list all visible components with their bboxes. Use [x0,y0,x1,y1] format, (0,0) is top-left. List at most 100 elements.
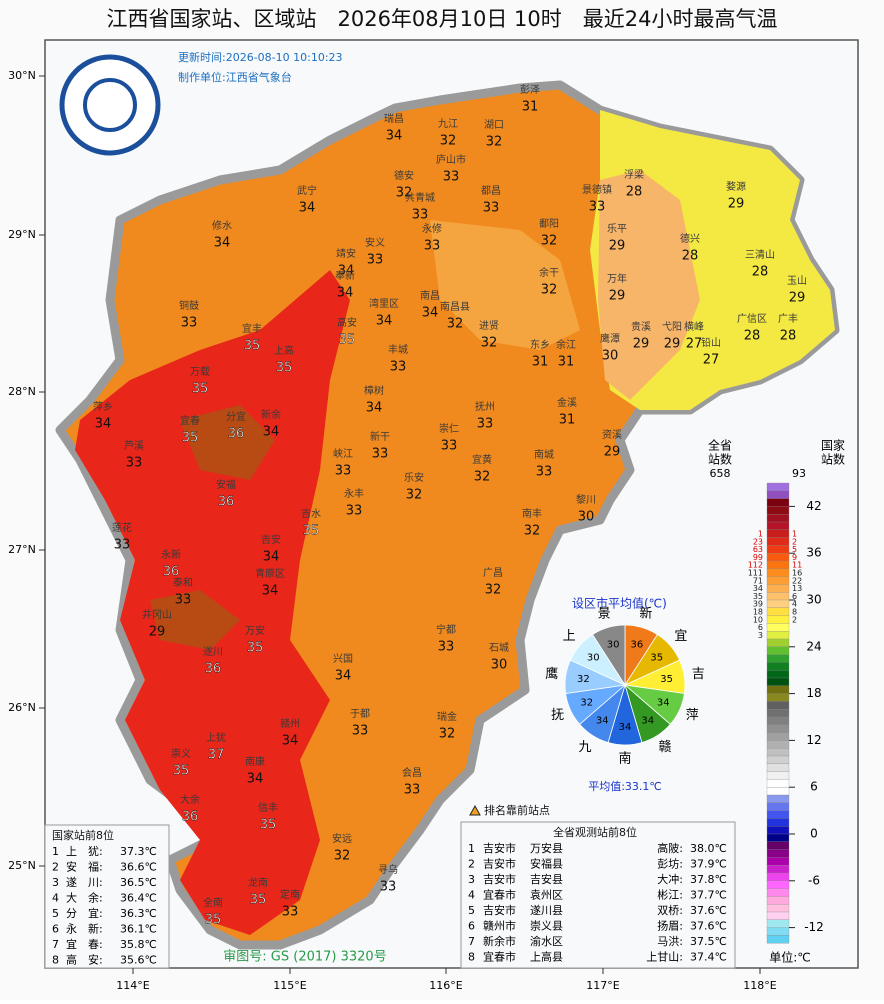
station-value: 33 [175,593,192,608]
station-name: 芦溪 [124,440,144,452]
province-rank-cell: 宜春市 [483,888,516,902]
colorbar-cell [766,787,790,796]
warm-area [598,170,700,400]
colorbar-cell [766,732,790,741]
province-rank-cell: 吉安市 [483,903,516,917]
pie-average: 平均值:33.1℃ [588,780,662,793]
station-value: 29 [633,337,650,352]
station-name: 遂川 [203,645,223,658]
province-rank-cell: 37.6℃ [690,904,727,917]
province-rank-cell: 赣州市 [483,919,516,933]
station-value: 33 [335,464,352,479]
national-title: 国家 [821,438,845,453]
province-rank-cell: 马洪: [657,934,683,948]
station-value: 33 [412,208,429,223]
national-rank-cell: 8 [52,954,59,967]
national-rank-cell: 35.6℃ [120,954,157,967]
station-name: 景德镇 [582,183,612,196]
colorbar-cell [766,763,790,772]
logo [59,54,161,156]
station-name: 修水 [212,219,232,232]
station-name: 定南 [280,888,300,901]
total-count-cell: 111 [748,569,763,578]
colorbar-cell [766,576,790,585]
pie-sector [592,624,626,687]
station-value: 29 [604,445,621,460]
province-rank-cell: 新余市 [483,934,516,948]
colorbar-cell [766,677,790,687]
pie-label: 新 [639,605,652,621]
province-rank-cell: 彭坊: [657,857,683,871]
province-box [460,821,736,969]
province-title: 全省观测站前8位 [553,825,637,839]
colorbar-label: -12 [804,920,824,934]
province-rank-cell: 37.4℃ [690,951,727,964]
station-name: 进贤 [479,320,499,332]
station-value: 29 [728,197,745,212]
total-count-cell: 3 [758,631,763,640]
station-name: 广信区 [737,313,767,325]
station-value: 33 [441,439,458,454]
national-count-cell: 16 [792,569,802,578]
station-value: 35 [205,913,222,928]
pie-value: 34 [596,715,609,726]
station-value: 35 [250,893,267,908]
station-value: 29 [789,291,806,306]
pie-value: 36 [630,640,643,651]
station-name: 乐安 [404,471,424,484]
station-name: 安远 [332,832,352,845]
station-value: 32 [440,134,457,149]
station-name: 宜丰 [242,322,262,335]
station-name: 都昌 [481,185,501,197]
total-count-cell: 39 [753,600,763,609]
station-value: 36 [228,427,245,442]
national-title: 站数 [821,452,845,467]
colorbar-cell [766,560,790,570]
station-value: 33 [352,724,369,739]
station-value: 35 [260,818,277,833]
station-name: 南昌县 [440,300,470,313]
station-name: 九江 [438,118,458,130]
station-value: 28 [682,249,699,264]
colorbar-cell [766,584,790,593]
lat-label: 27°N [8,543,36,556]
colorbar-cell [766,771,790,780]
colorbar-cell [766,857,790,866]
station-value: 32 [334,849,351,864]
station-value: 32 [485,583,502,598]
total-count-cell: 63 [753,545,763,554]
pie-label: 萍 [686,708,699,723]
pie-label: 赣 [658,740,671,755]
national-rank-cell: 3 [52,876,59,889]
province-rank-cell: 3 [468,873,475,886]
province-rank-cell: 吉安市 [483,872,516,886]
station-name: 共青城 [405,191,435,204]
station-name: 宁都 [436,623,456,636]
pie-value: 30 [607,640,620,651]
station-name: 瑞金 [437,710,457,723]
station-value: 32 [447,317,464,332]
station-value: 32 [396,186,413,201]
national-rank-cell: 1 [52,845,59,858]
station-name: 崇仁 [439,423,459,435]
colorbar-cell [766,646,790,655]
station-value: 35 [276,361,293,376]
pie-value: 32 [580,697,593,708]
station-name: 新余 [261,408,281,421]
lat-label: 30°N [8,69,36,82]
colorbar-label: -6 [808,873,820,887]
station-name: 广昌 [483,567,503,579]
station-name: 湾里区 [369,297,399,310]
province-rank-cell: 37.9℃ [690,858,727,871]
national-rank-cell: 大 余: [66,891,103,905]
station-value: 33 [380,880,397,895]
national-rank-cell: 2 [52,861,59,874]
total-title: 站数 [708,452,732,467]
total-count-cell: 6 [758,623,763,632]
logo-inner [83,78,137,132]
national-count-cell: 2 [792,615,797,624]
national-rank-cell: 35.8℃ [120,938,157,951]
station-name: 南丰 [522,507,542,520]
pie-label: 九 [578,740,591,755]
station-value: 33 [367,253,384,268]
